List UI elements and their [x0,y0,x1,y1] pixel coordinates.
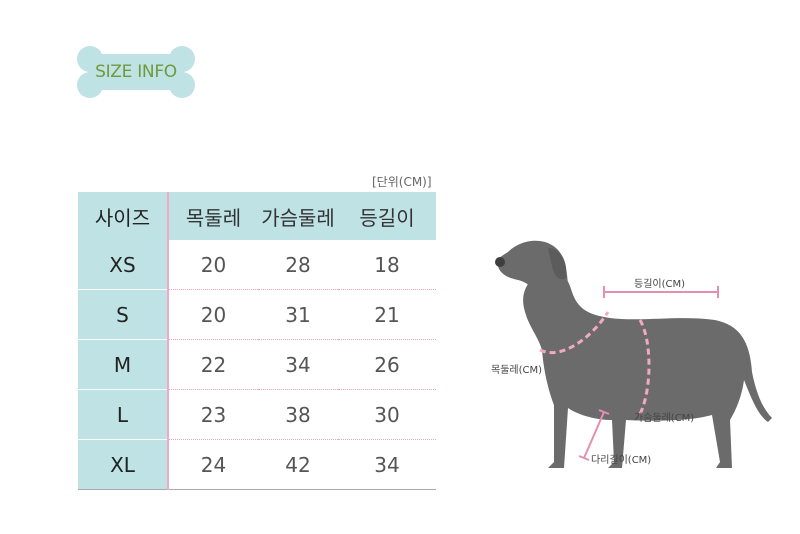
back-cell: 26 [338,339,436,390]
neck-cell: 23 [168,389,258,440]
header-size: 사이즈 [78,192,169,240]
neck-cell: 22 [168,339,258,390]
back-cell: 21 [338,289,436,340]
leg-length-label: 다리길이(CM) [591,455,652,466]
chest-cell: 42 [258,439,338,490]
table-header-row: 사이즈 목둘레 가슴둘레 등길이 [78,192,436,240]
back-cell: 30 [338,389,436,440]
chest-cell: 28 [258,240,338,290]
row-size-cell: XL [78,439,169,490]
table-row: XL 24 42 34 [78,439,436,490]
back-cell: 18 [338,240,436,290]
back-length-label: 등길이(CM) [634,279,686,290]
chest-cell: 38 [258,389,338,440]
neck-ring-marker [539,311,610,355]
chest-cell: 34 [258,339,338,390]
size-table: 사이즈 목둘레 가슴둘레 등길이 XS 20 28 18 S 20 31 21 … [78,192,436,490]
table-row: XS 20 28 18 [78,240,436,290]
table-row: L 23 38 30 [78,389,436,440]
chest-label: 가슴둘레(CM) [634,413,695,424]
row-size-cell: S [78,289,169,340]
leg-length-marker [578,409,610,461]
size-info-title: SIZE INFO [95,62,177,82]
row-size-cell: L [78,389,169,440]
chest-cell: 31 [258,289,338,340]
unit-label: [단위(CM)] [372,175,432,189]
header-chest: 가슴둘레 [258,192,338,240]
header-neck: 목둘레 [168,192,258,240]
row-size-cell: M [78,339,169,390]
row-size-cell: XS [78,240,169,290]
table-row: S 20 31 21 [78,289,436,340]
neck-cell: 20 [168,240,258,290]
header-back: 등길이 [338,192,436,240]
neck-label: 목둘레(CM) [491,365,543,376]
dog-measurement-diagram [495,240,772,468]
neck-cell: 20 [168,289,258,340]
neck-cell: 24 [168,439,258,490]
table-row: M 22 34 26 [78,339,436,390]
bone-badge-icon [77,46,195,98]
back-cell: 34 [338,439,436,490]
back-length-marker [603,286,719,298]
